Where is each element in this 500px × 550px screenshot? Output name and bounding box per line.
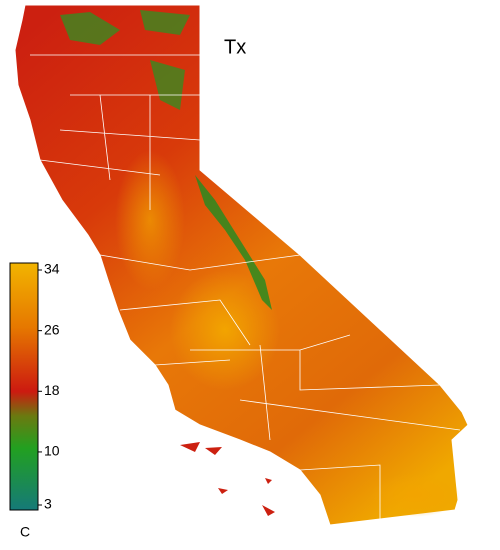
map-title: Tx bbox=[224, 36, 246, 58]
colorbar bbox=[9, 262, 39, 511]
sierra-nevada bbox=[195, 175, 272, 310]
colorbar-tick-label: 34 bbox=[44, 261, 60, 277]
colorbar-tick-label: 10 bbox=[44, 443, 60, 459]
channel-islands bbox=[180, 442, 275, 516]
colorbar-label: C bbox=[20, 524, 30, 540]
colorbar-tick-label: 3 bbox=[44, 496, 52, 512]
desert bbox=[370, 473, 460, 517]
sacramento-valley bbox=[115, 150, 185, 290]
colorbar-tick-label: 18 bbox=[44, 382, 60, 398]
california-map bbox=[14, 4, 469, 526]
colorbar-scale bbox=[9, 262, 39, 511]
northern-mountains bbox=[60, 10, 190, 110]
colorbar-tick-label: 26 bbox=[44, 321, 60, 337]
state-shape bbox=[14, 4, 469, 526]
county-lines bbox=[30, 54, 461, 520]
central-valley bbox=[170, 270, 280, 390]
